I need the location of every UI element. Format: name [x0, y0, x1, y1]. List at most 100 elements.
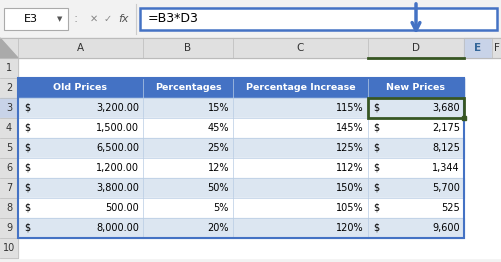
Text: fx: fx	[119, 14, 129, 24]
Bar	[18, 178, 501, 198]
Bar	[18, 58, 501, 78]
Bar	[464, 38, 492, 58]
Text: 500.00: 500.00	[105, 203, 139, 213]
Bar	[0, 198, 18, 218]
Text: 25%: 25%	[207, 143, 229, 153]
Text: 45%: 45%	[207, 123, 229, 133]
Bar	[233, 218, 368, 238]
Text: $: $	[24, 183, 30, 193]
Bar	[368, 178, 464, 198]
Text: 9: 9	[6, 223, 12, 233]
Text: 125%: 125%	[336, 143, 364, 153]
Bar	[0, 238, 18, 258]
Bar	[18, 198, 143, 218]
Bar	[143, 198, 233, 218]
Text: 1,500.00: 1,500.00	[96, 123, 139, 133]
Bar	[4, 8, 68, 30]
Text: 1: 1	[6, 63, 12, 73]
Bar	[368, 78, 464, 98]
Bar	[18, 98, 143, 118]
Bar	[143, 218, 233, 238]
Bar	[18, 158, 501, 178]
Text: 115%: 115%	[336, 103, 364, 113]
Text: $: $	[373, 123, 379, 133]
Text: 8,125: 8,125	[432, 143, 460, 153]
Bar	[0, 138, 18, 158]
Bar	[18, 238, 501, 258]
Bar	[0, 218, 18, 238]
Text: 5: 5	[6, 143, 12, 153]
Bar	[368, 138, 464, 158]
Text: 5,700: 5,700	[432, 183, 460, 193]
Text: 8: 8	[6, 203, 12, 213]
Text: 12%: 12%	[207, 163, 229, 173]
Bar	[233, 138, 368, 158]
Text: 6: 6	[6, 163, 12, 173]
Text: 20%: 20%	[207, 223, 229, 233]
Bar	[233, 178, 368, 198]
Polygon shape	[0, 38, 18, 58]
Text: New Prices: New Prices	[386, 84, 445, 92]
Text: ▼: ▼	[57, 16, 63, 22]
Text: 6,500.00: 6,500.00	[96, 143, 139, 153]
Bar	[140, 8, 497, 30]
Bar	[0, 38, 501, 58]
Bar	[18, 178, 143, 198]
Text: 10: 10	[3, 243, 15, 253]
Bar	[143, 98, 233, 118]
Bar	[368, 98, 464, 118]
Text: $: $	[24, 223, 30, 233]
Text: 9,600: 9,600	[432, 223, 460, 233]
Bar	[18, 138, 501, 158]
Bar	[18, 218, 143, 238]
Text: 7: 7	[6, 183, 12, 193]
Bar	[18, 78, 143, 98]
Bar	[0, 158, 18, 178]
Bar	[18, 38, 143, 58]
Bar	[0, 0, 501, 38]
Text: 105%: 105%	[336, 203, 364, 213]
Text: 4: 4	[6, 123, 12, 133]
Text: 8,000.00: 8,000.00	[96, 223, 139, 233]
Text: 112%: 112%	[336, 163, 364, 173]
Bar	[368, 118, 464, 138]
Text: B: B	[184, 43, 191, 53]
Text: ✓: ✓	[104, 14, 112, 24]
Bar	[143, 38, 233, 58]
Text: $: $	[24, 163, 30, 173]
Text: ✕: ✕	[90, 14, 98, 24]
Text: $: $	[373, 203, 379, 213]
Bar	[0, 118, 18, 138]
Bar	[368, 218, 464, 238]
Text: $: $	[373, 223, 379, 233]
Text: 120%: 120%	[336, 223, 364, 233]
Text: C: C	[297, 43, 304, 53]
Text: Percentages: Percentages	[155, 84, 221, 92]
Bar	[233, 158, 368, 178]
Text: D: D	[412, 43, 420, 53]
Text: F: F	[493, 43, 499, 53]
Text: 145%: 145%	[336, 123, 364, 133]
Bar	[18, 118, 501, 138]
Text: 3,200.00: 3,200.00	[96, 103, 139, 113]
Text: 3,800.00: 3,800.00	[96, 183, 139, 193]
Text: $: $	[24, 203, 30, 213]
Text: $: $	[373, 103, 379, 113]
Bar	[0, 58, 18, 78]
Bar	[368, 158, 464, 178]
Bar	[492, 38, 501, 58]
Text: 3: 3	[6, 103, 12, 113]
Text: 2: 2	[6, 83, 12, 93]
Text: $: $	[24, 103, 30, 113]
Bar	[18, 198, 501, 218]
Bar	[233, 98, 368, 118]
Bar	[233, 118, 368, 138]
Bar	[143, 138, 233, 158]
Text: $: $	[373, 163, 379, 173]
Text: Percentage Increase: Percentage Increase	[245, 84, 355, 92]
Text: 1,200.00: 1,200.00	[96, 163, 139, 173]
Text: 525: 525	[441, 203, 460, 213]
Text: $: $	[24, 123, 30, 133]
Bar	[143, 78, 233, 98]
Bar	[18, 78, 501, 98]
